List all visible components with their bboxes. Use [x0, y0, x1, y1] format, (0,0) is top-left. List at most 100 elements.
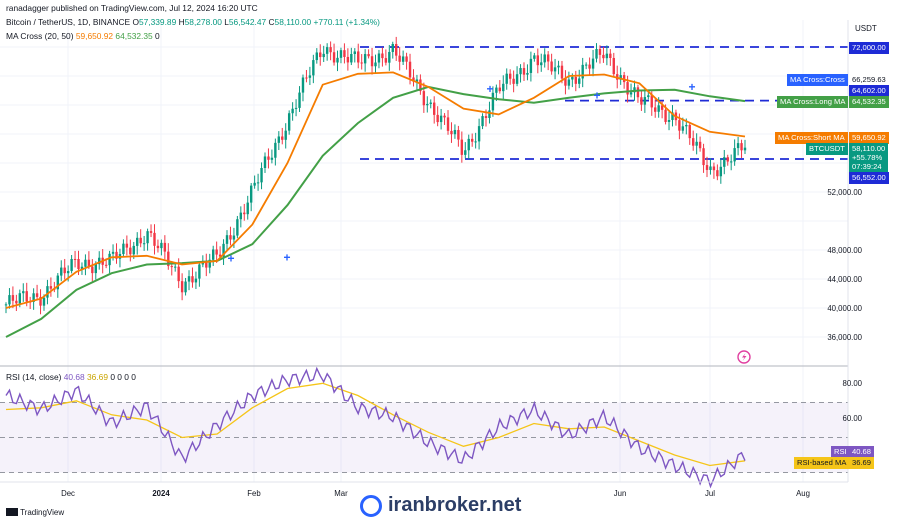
candle-body [277, 136, 281, 143]
symbol-title[interactable]: Bitcoin / TetherUS, 1D, BINANCE [6, 17, 131, 27]
candle-body [591, 58, 595, 69]
candle-body [160, 242, 163, 249]
candle-body [35, 293, 39, 297]
candle-body [543, 54, 546, 63]
candle-body [357, 51, 360, 63]
candle-body [32, 293, 35, 302]
candle-body [25, 291, 28, 302]
candle-body [139, 237, 142, 244]
watermark: iranbroker.net [360, 494, 521, 517]
candle-body [332, 52, 336, 63]
candle-body [4, 304, 8, 306]
candle-body [664, 109, 667, 122]
time-tick: Mar [334, 489, 348, 498]
candle-body [498, 87, 502, 92]
candle-body [170, 266, 173, 268]
rsi-pane [0, 366, 848, 489]
candle-body [643, 97, 647, 105]
ma-short-value-tag: 59,650.92 [849, 132, 889, 144]
candle-body [729, 161, 733, 163]
rsi-tick: 60.00 [842, 414, 862, 423]
candle-body [688, 124, 691, 139]
ma-cross-label: MA Cross:Cross [787, 74, 848, 86]
candle-body [77, 258, 80, 270]
candle-body [381, 53, 384, 59]
price-tick: 52,000.00 [827, 188, 862, 197]
tradingview-logo[interactable]: TradingView [6, 508, 64, 517]
candle-body [515, 74, 519, 84]
candle-body [578, 78, 581, 84]
ma-cross-markers: + + + + + [227, 80, 695, 266]
ma-indicator-line[interactable]: MA Cross (20, 50) 59,650.92 64,532.35 0 [6, 31, 160, 41]
candle-body [11, 295, 15, 301]
candle-body [163, 242, 167, 252]
candle-body [740, 143, 743, 151]
candle-body [246, 202, 249, 215]
candle-body [736, 143, 740, 149]
candle-body [450, 130, 453, 135]
open-value: 57,339.89 [138, 17, 177, 27]
level-64602-tag: 64,602.00 [849, 85, 889, 97]
candle-body [391, 43, 394, 52]
currency-label[interactable]: USDT [855, 24, 877, 33]
candle-body [439, 115, 443, 123]
candle-body [484, 116, 488, 118]
candle-body [533, 55, 536, 59]
candle-body [111, 251, 115, 254]
ma-cross-value: 66,259.63 [849, 74, 889, 86]
candle-body [522, 68, 526, 75]
candle-body [377, 53, 381, 63]
candle-body [305, 77, 308, 79]
candle-body [429, 102, 432, 104]
rsi-zeros: 0 0 0 0 [110, 372, 136, 382]
candle-body [536, 55, 540, 66]
candle-body [294, 107, 298, 109]
price-tick: 44,000.00 [827, 275, 862, 284]
candle-body [505, 73, 508, 84]
rsi-tick: 80.00 [842, 379, 862, 388]
candle-body [284, 130, 287, 140]
candle-body [712, 166, 716, 171]
candle-body [426, 103, 429, 106]
candle-body [73, 258, 77, 260]
candle-body [647, 95, 650, 98]
candle-body [491, 92, 495, 111]
candle-body [322, 53, 325, 58]
candle-body [360, 62, 363, 64]
candle-body [588, 64, 591, 69]
candle-body [702, 148, 705, 166]
watermark-icon [360, 495, 382, 517]
candle-body [422, 91, 426, 106]
candle-body [640, 97, 643, 105]
candle-body [467, 138, 470, 151]
candle-body [312, 60, 315, 76]
candle-body [142, 243, 146, 245]
candle-body [136, 237, 139, 246]
candle-body [433, 102, 436, 115]
candle-body [581, 64, 584, 79]
candle-body [546, 54, 550, 62]
candle-body [291, 108, 294, 114]
ticker-label: BTCUSDT [806, 143, 848, 155]
rsi-title: RSI (14, close) [6, 372, 62, 382]
candle-body [249, 185, 253, 203]
candle-body [98, 257, 101, 265]
candle-body [346, 56, 350, 63]
candle-body [132, 245, 135, 255]
candle-body [367, 54, 370, 57]
candle-body [733, 148, 736, 162]
candle-body [374, 62, 377, 67]
candle-body [146, 231, 149, 244]
candle-body [550, 61, 553, 72]
candle-body [681, 126, 685, 131]
candle-body [540, 62, 543, 66]
candle-body [194, 278, 198, 283]
rsi-line [5, 366, 746, 489]
alert-icon[interactable] [737, 350, 751, 364]
candle-body [698, 141, 702, 149]
candle-body [243, 212, 246, 215]
candle-body [94, 264, 97, 274]
rsi-indicator-line[interactable]: RSI (14, close) 40.68 36.69 0 0 0 0 [6, 372, 136, 382]
candle-body [263, 156, 267, 169]
candle-body [602, 54, 605, 59]
